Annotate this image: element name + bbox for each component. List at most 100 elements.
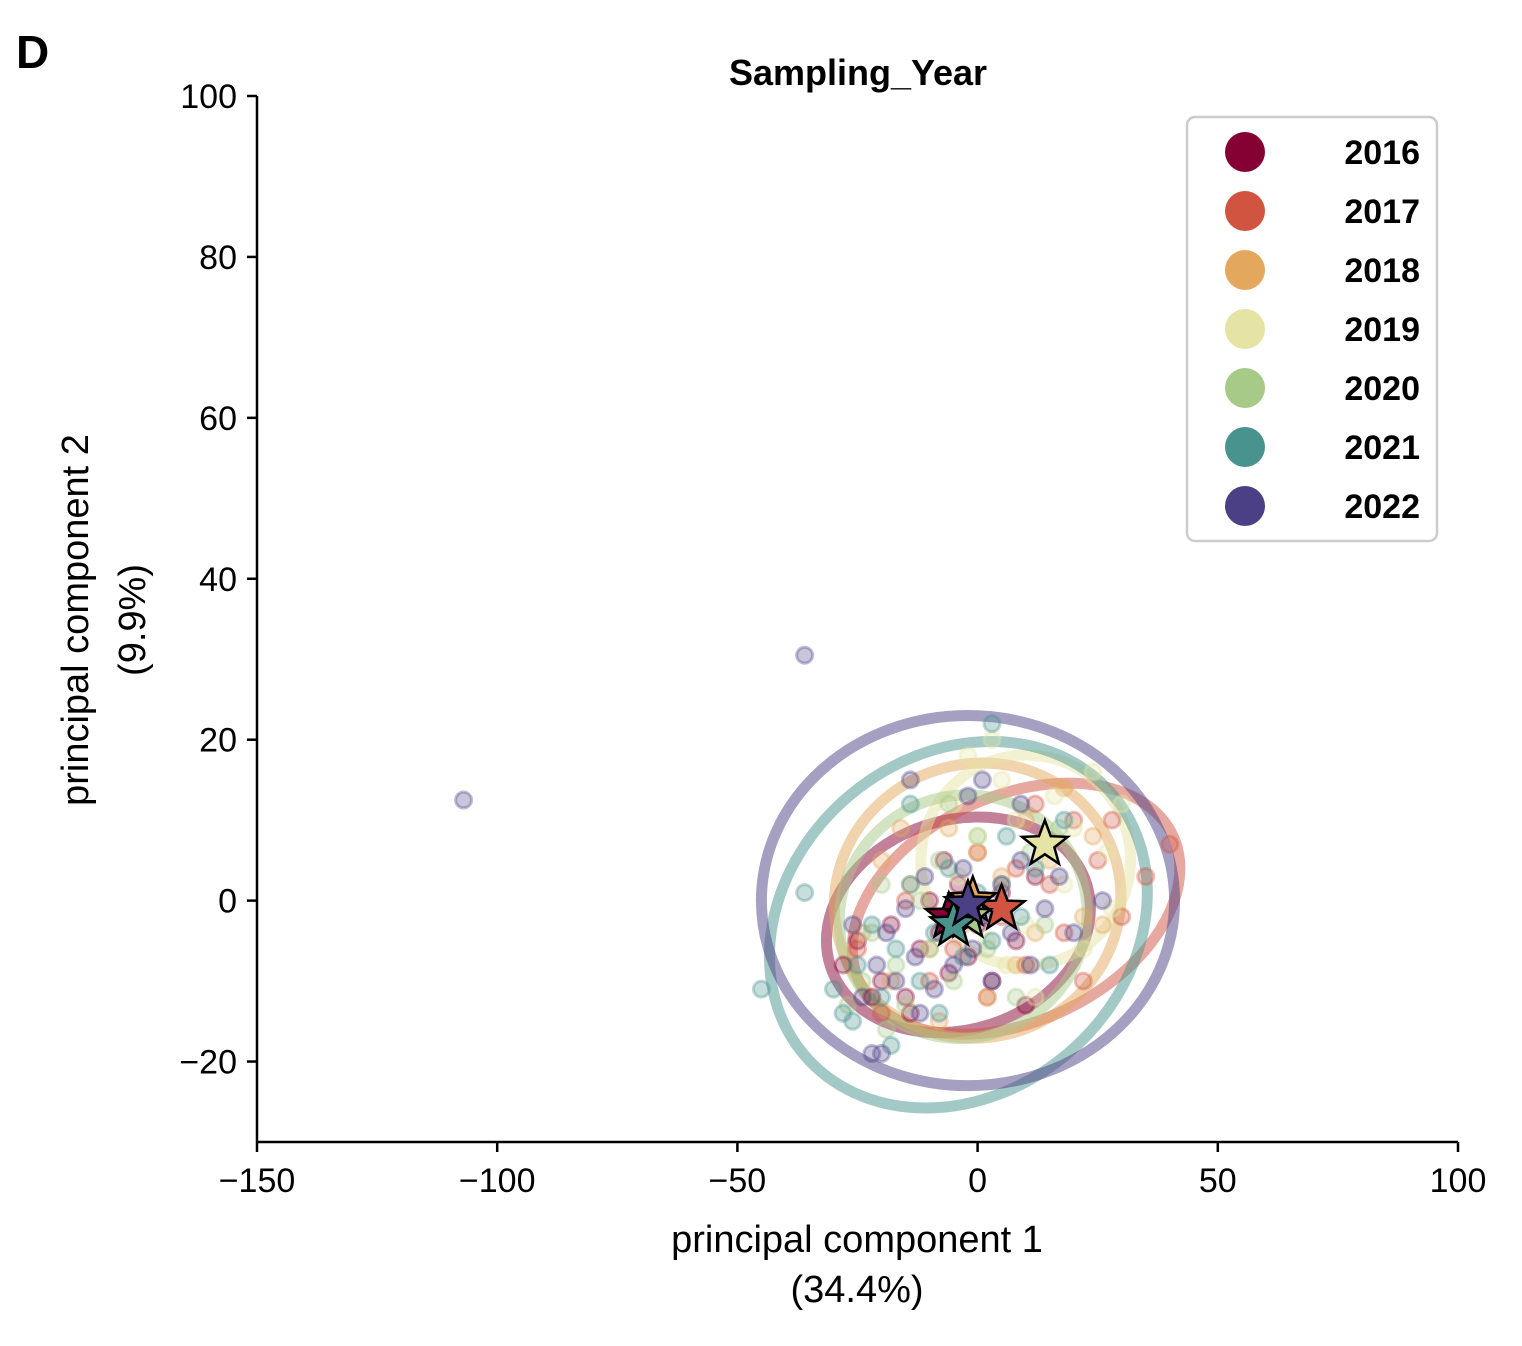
point-2020 — [977, 939, 997, 959]
point-2016 — [1016, 995, 1036, 1015]
legend-label-2020: 2020 — [1344, 370, 1420, 408]
point-2016 — [881, 915, 901, 935]
ellipse-2022 — [755, 710, 1181, 1092]
point-2019 — [1112, 794, 1132, 814]
point-2022 — [1011, 850, 1031, 870]
point-2022 — [972, 770, 992, 790]
point-2019 — [944, 794, 964, 814]
point-2022 — [896, 899, 916, 919]
point-2022 — [944, 955, 964, 975]
legend: 2016 2017 2018 2019 2020 2021 2022 — [1185, 115, 1439, 543]
point-2019 — [1025, 987, 1045, 1007]
point-2016 — [848, 931, 867, 951]
point-2016 — [862, 987, 882, 1007]
point-2022 — [915, 866, 935, 886]
point-2017 — [848, 939, 867, 959]
point-2018 — [977, 987, 997, 1007]
point-2016 — [872, 971, 892, 991]
point-2021 — [1040, 955, 1060, 975]
point-2021 — [886, 939, 906, 959]
point-2020 — [876, 1019, 896, 1039]
x-tick-label: −50 — [709, 1162, 767, 1200]
point-2019 — [992, 770, 1012, 790]
point-2018 — [1016, 810, 1036, 830]
point-2019 — [982, 730, 1002, 750]
legend-label-2022: 2022 — [1344, 488, 1420, 526]
point-2020 — [896, 995, 916, 1015]
point-2018 — [939, 818, 959, 838]
legend-marker-2022 — [1225, 486, 1265, 526]
point-2021 — [823, 979, 843, 999]
point-2021 — [900, 875, 920, 895]
point-2017 — [1112, 907, 1132, 927]
ellipse-2021 — [763, 736, 1153, 1114]
y-axis-label-line2: (9.9%) — [112, 564, 154, 676]
point-2019 — [958, 746, 978, 766]
point-2018 — [929, 1011, 949, 1031]
point-2021 — [982, 714, 1002, 734]
point-2020 — [838, 995, 858, 1015]
point-2017 — [968, 842, 988, 862]
point-2017 — [1016, 955, 1036, 975]
point-2018 — [920, 939, 940, 959]
point-2021 — [939, 858, 959, 878]
point-2022 — [905, 947, 925, 967]
point-2022 — [1093, 891, 1113, 911]
legend-marker-2016 — [1225, 132, 1265, 172]
point-2022 — [867, 955, 887, 975]
x-tick-label: −100 — [459, 1162, 536, 1200]
point-2020 — [886, 955, 906, 975]
centroid-markers — [922, 816, 1072, 948]
point-2018 — [968, 842, 988, 862]
point-2019 — [1064, 818, 1084, 838]
legend-marker-2018 — [1225, 250, 1265, 290]
panel-label: D — [16, 26, 49, 78]
point-2021 — [996, 826, 1016, 846]
point-2017 — [872, 1003, 892, 1023]
point-2022 — [1049, 866, 1069, 886]
centroid-star-2022 — [941, 877, 995, 927]
point-2021 — [929, 1003, 949, 1023]
point-2017 — [1054, 923, 1074, 943]
point-2022 — [958, 786, 978, 806]
point-2016 — [982, 971, 1002, 991]
point-2022 — [953, 858, 973, 878]
point-2021 — [833, 1003, 853, 1023]
point-2022 — [1035, 899, 1055, 919]
chart-title: Sampling_Year — [729, 52, 987, 93]
point-2019 — [1097, 842, 1117, 862]
point-2017 — [977, 987, 997, 1007]
point-2022 — [1064, 923, 1084, 943]
point-2019 — [968, 826, 988, 846]
point-2017 — [1102, 810, 1122, 830]
point-2020 — [939, 794, 959, 814]
y-tick-label: 80 — [199, 239, 237, 277]
x-tick-label: 100 — [1430, 1162, 1487, 1200]
y-tick-label: 60 — [199, 400, 237, 438]
y-tick-label: 20 — [199, 722, 237, 760]
point-2022 — [862, 1043, 882, 1063]
point-2020 — [929, 850, 949, 870]
y-tick-label: 100 — [180, 78, 237, 116]
point-2020 — [1035, 915, 1055, 935]
point-2021 — [1054, 810, 1074, 830]
point-2017 — [1160, 834, 1180, 854]
y-axis-label-line1: principal component 2 — [55, 434, 97, 806]
point-2022 — [1011, 794, 1031, 814]
point-2022 — [876, 923, 896, 943]
x-tick-label: 50 — [1199, 1162, 1237, 1200]
point-2021 — [910, 971, 930, 991]
x-tick-label: −150 — [219, 1162, 296, 1200]
point-2019 — [1054, 875, 1074, 895]
point-2020 — [920, 939, 940, 959]
point-2022 — [1020, 955, 1040, 975]
legend-marker-2017 — [1225, 191, 1265, 231]
x-axis-label-line2: (34.4%) — [790, 1269, 923, 1311]
point-2022 — [910, 1003, 930, 1023]
centroid-star-2019 — [1018, 816, 1072, 867]
point-2021 — [848, 955, 867, 975]
point-2016 — [896, 987, 916, 1007]
x-tick-label: 0 — [968, 1162, 987, 1200]
point-2020 — [968, 826, 988, 846]
